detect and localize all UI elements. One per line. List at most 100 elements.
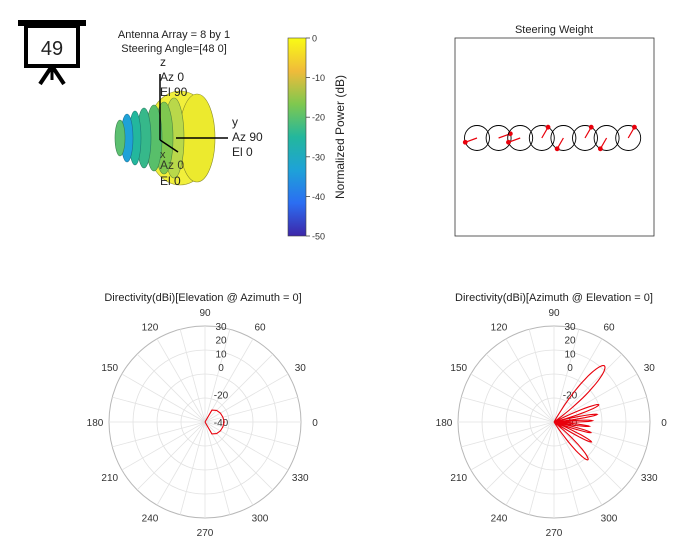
polar-grid-spoke xyxy=(136,421,206,491)
axis-x: x Az 0 El 0 xyxy=(159,139,184,188)
weight-phasor-marker xyxy=(506,139,511,145)
steering-weight-title: Steering Weight xyxy=(515,24,593,36)
polar-grid-spoke xyxy=(156,421,206,506)
weight-unit-circle xyxy=(550,125,577,151)
polar-grid-spoke xyxy=(470,421,555,471)
presentation-board-icon xyxy=(18,20,86,86)
weight-phasor-marker xyxy=(632,124,637,130)
steering-weight-panel: Steering Weight xyxy=(454,24,655,237)
polar-grid-spoke xyxy=(470,373,555,423)
polar-angle-label: 120 xyxy=(491,323,508,334)
polar-grid-spoke xyxy=(553,421,623,491)
polar-angle-label: 270 xyxy=(197,528,214,539)
polar-grid-spoke xyxy=(156,338,206,423)
polar-angle-label: 300 xyxy=(601,513,618,524)
polar-elevation-plot: Directivity(dBi)[Elevation @ Azimuth = 0… xyxy=(87,292,319,539)
axis-z-name: z xyxy=(160,55,166,69)
weight-unit-circle xyxy=(615,125,642,151)
polar-series-line xyxy=(553,365,606,461)
weight-unit-circle xyxy=(507,125,534,151)
polar-elevation-title: Directivity(dBi)[Elevation @ Azimuth = 0… xyxy=(104,292,301,304)
polar-angle-label: 120 xyxy=(142,323,159,334)
polar-angle-label: 90 xyxy=(548,308,560,319)
polar-grid-spoke xyxy=(528,421,555,515)
polar-radial-label: 30 xyxy=(564,322,576,333)
polar-angle-label: 180 xyxy=(87,418,104,429)
colorbar-tick-label: -30 xyxy=(312,152,325,162)
array-size-label: Antenna Array = 8 by 1 xyxy=(118,29,230,41)
axis-y: y Az 90 El 0 xyxy=(176,115,263,159)
polar-angle-label: 0 xyxy=(661,418,667,429)
polar-angle-label: 150 xyxy=(101,363,118,374)
polar-grid-spoke xyxy=(505,421,555,506)
steering-angle-label: Steering Angle=[48 0] xyxy=(121,43,227,55)
polar-angle-label: 90 xyxy=(199,308,211,319)
polar-angle-label: 240 xyxy=(142,513,159,524)
polar-grid-spoke xyxy=(204,421,231,515)
colorbar-tick-label: 0 xyxy=(312,34,317,44)
polar-angle-label: 60 xyxy=(254,323,266,334)
colorbar-tick-label: -20 xyxy=(312,113,325,123)
polar-radial-label: 30 xyxy=(215,322,227,333)
polar-grid-spoke xyxy=(553,373,638,423)
polar-grid-spoke xyxy=(553,421,603,506)
polar-radial-label: 20 xyxy=(564,336,576,347)
axis-z: z Az 0 El 90 xyxy=(159,55,188,140)
colorbar-label: Normalized Power (dB) xyxy=(333,75,347,199)
colorbar: 0 -10 -20 -30 -40 -50 Normalized Power (dB) xyxy=(287,34,347,242)
colorbar-tick-label: -40 xyxy=(312,192,325,202)
axis-y-name: y xyxy=(232,115,238,129)
polar-grid-spoke xyxy=(112,396,206,423)
polar-grid-spoke xyxy=(121,421,206,471)
polar-angle-label: 330 xyxy=(292,473,309,484)
polar-grid-spoke xyxy=(136,353,206,423)
polar-grid-spoke xyxy=(179,421,206,515)
polar-radial-label: -20 xyxy=(214,391,229,402)
polar-grid-spoke xyxy=(553,329,580,423)
polar-radial-label: 10 xyxy=(564,349,576,360)
polar-grid-spoke xyxy=(121,373,206,423)
polar-grid-spoke xyxy=(112,421,206,448)
polar-grid-spoke xyxy=(204,338,254,423)
polar-angle-label: 180 xyxy=(436,418,453,429)
polar-angle-label: 30 xyxy=(295,363,307,374)
polar-angle-label: 240 xyxy=(491,513,508,524)
polar-angle-label: 210 xyxy=(101,473,118,484)
polar-grid-spoke xyxy=(204,353,274,423)
polar-azimuth-plot: Directivity(dBi)[Azimuth @ Elevation = 0… xyxy=(436,292,668,539)
polar-radial-label: -20 xyxy=(563,391,578,402)
colorbar-tick-label: -50 xyxy=(312,232,325,242)
axis-x-name: x xyxy=(160,149,166,161)
polar-grid-spoke xyxy=(179,329,206,423)
axis-x-el: El 0 xyxy=(160,174,181,188)
badge-number: 49 xyxy=(41,38,63,60)
axis-z-az: Az 0 xyxy=(160,70,184,84)
weight-phasor-marker xyxy=(554,146,560,152)
colorbar-gradient xyxy=(287,37,307,237)
polar-grid-spoke xyxy=(204,421,254,506)
polar-radial-label: 0 xyxy=(567,363,573,374)
weight-phasor-marker xyxy=(597,146,603,152)
axis-z-el: El 90 xyxy=(160,85,188,99)
weight-phasor-marker xyxy=(588,124,594,130)
polar-radial-label: 10 xyxy=(215,349,227,360)
axis-x-az: Az 0 xyxy=(160,158,184,172)
polar-radial-label: -40 xyxy=(214,418,229,429)
axis-y-az: Az 90 xyxy=(232,130,263,144)
polar-grid-spoke xyxy=(553,421,580,515)
polar-grid-spoke xyxy=(461,421,555,448)
weight-unit-circle xyxy=(485,125,512,151)
weight-unit-circle xyxy=(572,125,598,151)
polar-grid-spoke xyxy=(461,396,555,423)
polar-grid-spoke xyxy=(528,329,555,423)
polar-grid-spoke xyxy=(485,353,555,423)
polar-grid-spoke xyxy=(485,421,555,491)
polar-grid-spoke xyxy=(204,396,298,423)
polar-grid-spoke xyxy=(204,373,289,423)
weight-unit-circle xyxy=(528,125,555,151)
polar-azimuth-title: Directivity(dBi)[Azimuth @ Elevation = 0… xyxy=(455,292,653,304)
polar-grid-spoke xyxy=(204,421,298,448)
polar-angle-label: 330 xyxy=(641,473,658,484)
polar-angle-label: 150 xyxy=(450,363,467,374)
